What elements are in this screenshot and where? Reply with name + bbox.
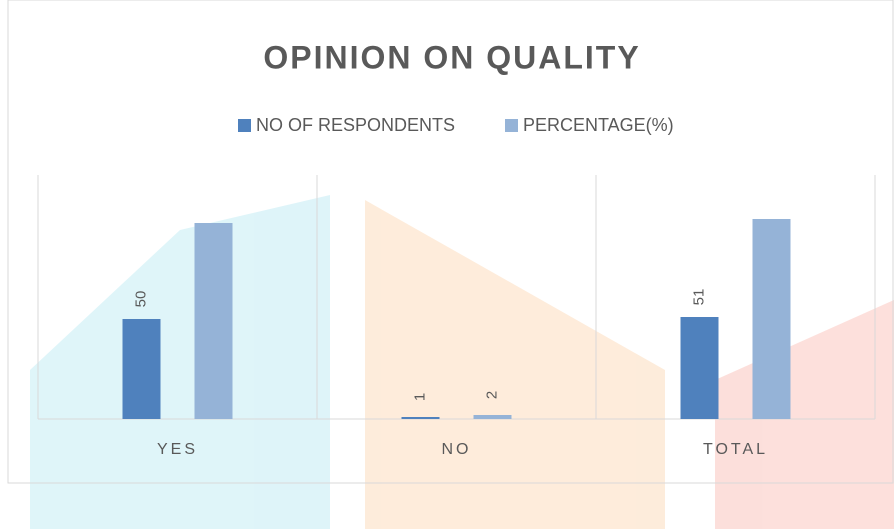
data-label: 51 bbox=[690, 289, 707, 306]
bar bbox=[681, 317, 719, 419]
bar bbox=[474, 415, 512, 419]
bar bbox=[195, 223, 233, 419]
chart: OPINION ON QUALITY NO OF RESPONDENTS PERC… bbox=[0, 0, 894, 529]
x-tick-label: TOTAL bbox=[703, 441, 768, 458]
legend-label: PERCENTAGE(%) bbox=[523, 115, 674, 135]
data-label: 2 bbox=[483, 391, 500, 399]
legend: NO OF RESPONDENTS PERCENTAGE(%) bbox=[238, 115, 674, 135]
legend-swatch bbox=[505, 119, 518, 132]
x-tick-label: YES bbox=[157, 441, 198, 458]
bar bbox=[753, 219, 791, 419]
page: OPINION ON QUALITY NO OF RESPONDENTS PERC… bbox=[0, 0, 894, 529]
legend-swatch bbox=[238, 119, 251, 132]
data-label: 50 bbox=[132, 291, 149, 308]
bar bbox=[123, 319, 161, 419]
x-tick-label: NO bbox=[442, 441, 472, 458]
legend-label: NO OF RESPONDENTS bbox=[256, 115, 455, 135]
data-label: 1 bbox=[411, 393, 428, 401]
bar bbox=[402, 417, 440, 419]
chart-title: OPINION ON QUALITY bbox=[263, 39, 640, 75]
